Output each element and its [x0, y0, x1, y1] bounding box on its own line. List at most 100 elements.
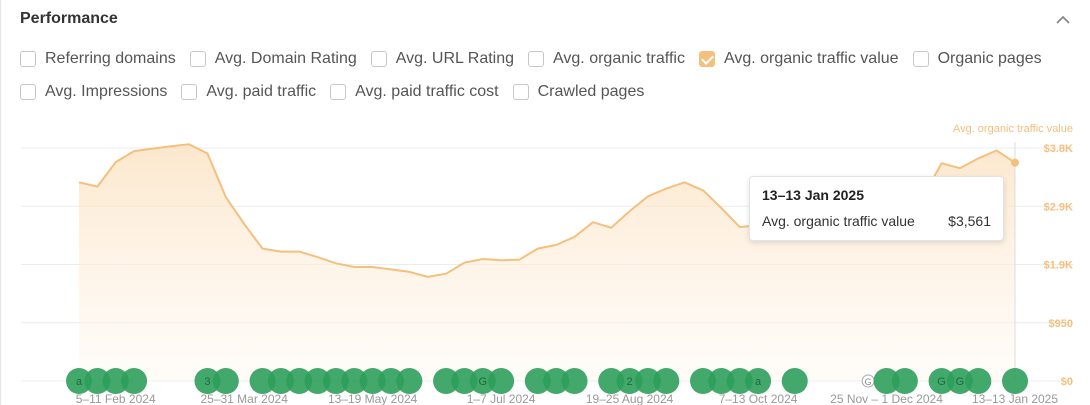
x-tick-label: 5–11 Feb 2024: [76, 392, 156, 405]
event-marker[interactable]: [322, 368, 349, 394]
event-marker[interactable]: [304, 368, 331, 394]
x-tick-label: 13–19 May 2024: [328, 392, 418, 405]
event-marker[interactable]: G: [469, 368, 496, 394]
checkbox-referring-domains[interactable]: Referring domains: [20, 50, 176, 68]
event-marker[interactable]: [249, 368, 276, 394]
event-marker[interactable]: [433, 368, 460, 394]
event-marker[interactable]: [341, 368, 368, 394]
event-marker[interactable]: [396, 368, 423, 394]
event-marker[interactable]: [267, 368, 294, 394]
checkbox-avg-url-rating[interactable]: Avg. URL Rating: [370, 50, 515, 68]
event-marker[interactable]: [378, 368, 404, 394]
event-marker-label: G: [956, 376, 965, 388]
event-marker-label: 2: [627, 376, 633, 388]
x-tick-label: 25–31 Mar 2024: [200, 392, 288, 405]
series-axis-label: Avg. organic traffic value: [953, 123, 1073, 135]
event-marker[interactable]: [726, 368, 753, 394]
checkbox-label: Organic pages: [937, 50, 1042, 67]
checkbox-box[interactable]: [370, 51, 387, 67]
checkbox-avg-organic-traffic[interactable]: Avg. organic traffic: [528, 50, 685, 68]
event-marker[interactable]: 2: [616, 368, 643, 394]
checkbox-crawled-pages[interactable]: Crawled pages: [512, 83, 645, 101]
event-marker-label: G: [478, 376, 487, 388]
tooltip-label: Avg. organic traffic value: [762, 213, 915, 229]
event-marker[interactable]: [781, 368, 808, 394]
event-marker[interactable]: [1002, 368, 1028, 394]
y-tick-label: $3.8K: [1044, 143, 1073, 155]
checkbox-label: Avg. paid traffic: [206, 83, 317, 100]
x-tick-label: 19–25 Aug 2024: [586, 392, 674, 405]
event-marker[interactable]: [121, 368, 148, 394]
x-tick-label: 25 Nov – 1 Dec 2024: [830, 392, 943, 405]
checkbox-avg-organic-traffic-value[interactable]: Avg. organic traffic value: [698, 50, 899, 68]
event-marker-label: a: [76, 376, 83, 388]
event-marker[interactable]: [212, 368, 239, 394]
event-marker[interactable]: [891, 368, 918, 394]
y-tick-label: $950: [1049, 318, 1073, 330]
event-marker[interactable]: [102, 368, 129, 394]
hover-dot: [1011, 158, 1019, 167]
checkbox-avg-paid-traffic-cost[interactable]: Avg. paid traffic cost: [330, 83, 499, 101]
checkbox-organic-pages[interactable]: Organic pages: [912, 50, 1042, 68]
performance-chart[interactable]: Avg. organic traffic value $0 $950 $1.9K $2…: [1, 115, 1090, 405]
event-marker[interactable]: [451, 368, 478, 394]
event-marker[interactable]: [690, 368, 716, 394]
event-marker[interactable]: a: [66, 368, 92, 394]
checkbox-label: Avg. Impressions: [45, 83, 168, 100]
checkbox-box[interactable]: [528, 51, 545, 67]
checkbox-box[interactable]: [181, 84, 198, 100]
checkbox-label: Avg. organic traffic: [553, 50, 685, 67]
event-marker[interactable]: [524, 368, 551, 394]
checkbox-box[interactable]: [20, 51, 36, 67]
chevron-up-icon[interactable]: [1053, 10, 1073, 30]
event-marker-label: G: [937, 376, 946, 388]
metric-checkbox-row-2: Avg. Impressions Avg. paid traffic Avg. …: [20, 83, 658, 101]
y-tick-label: $1.9K: [1044, 260, 1073, 272]
checkbox-box[interactable]: [189, 51, 206, 67]
event-marker[interactable]: G: [928, 368, 955, 394]
event-marker[interactable]: [286, 368, 313, 394]
checkbox-box[interactable]: [512, 84, 529, 100]
event-marker[interactable]: [634, 368, 661, 394]
checkbox-box-checked[interactable]: [698, 51, 715, 67]
event-marker[interactable]: [965, 368, 992, 394]
checkbox-label: Crawled pages: [537, 83, 645, 100]
event-marker[interactable]: [598, 368, 625, 394]
event-marker[interactable]: [488, 368, 515, 394]
event-marker[interactable]: a: [745, 368, 772, 394]
x-tick-label: 13–13 Jan 2025: [972, 392, 1058, 405]
x-tick-label: 1–7 Jul 2024: [467, 392, 536, 405]
tooltip-row: Avg. organic traffic value $3,561: [762, 213, 991, 229]
checkbox-label: Avg. paid traffic cost: [355, 83, 499, 100]
tooltip-date: 13–13 Jan 2025: [762, 187, 864, 203]
event-marker[interactable]: [84, 368, 111, 394]
checkbox-label: Avg. organic traffic value: [723, 50, 899, 67]
checkbox-label: Referring domains: [45, 50, 176, 67]
event-marker[interactable]: G: [946, 368, 973, 394]
checkbox-avg-domain-rating[interactable]: Avg. Domain Rating: [189, 50, 357, 68]
event-marker[interactable]: 3: [194, 368, 221, 394]
event-marker[interactable]: [653, 368, 680, 394]
checkbox-box[interactable]: [20, 84, 36, 100]
checkbox-box[interactable]: [330, 84, 347, 100]
checkbox-box[interactable]: [912, 51, 929, 67]
event-marker[interactable]: [873, 368, 900, 394]
event-marker[interactable]: [561, 368, 588, 394]
checkbox-label: Avg. URL Rating: [395, 50, 515, 67]
event-marker[interactable]: [543, 368, 570, 394]
checkbox-avg-paid-traffic[interactable]: Avg. paid traffic: [181, 83, 316, 101]
checkbox-label: Avg. Domain Rating: [214, 50, 357, 67]
chart-tooltip: 13–13 Jan 2025 Avg. organic traffic valu…: [749, 176, 1004, 241]
metric-checkbox-row-1: Referring domains Avg. Domain Rating Avg…: [20, 50, 1056, 68]
event-marker[interactable]: [708, 368, 735, 394]
event-marker[interactable]: G: [861, 374, 875, 388]
tooltip-value: $3,561: [948, 213, 991, 229]
event-marker-label: 3: [204, 376, 210, 388]
event-marker-label: a: [755, 376, 762, 388]
y-tick-label: $2.9K: [1044, 201, 1073, 213]
panel-title: Performance: [20, 10, 118, 27]
checkbox-avg-impressions[interactable]: Avg. Impressions: [20, 83, 167, 101]
x-tick-label: 7–13 Oct 2024: [719, 392, 798, 405]
event-marker[interactable]: [359, 368, 386, 394]
